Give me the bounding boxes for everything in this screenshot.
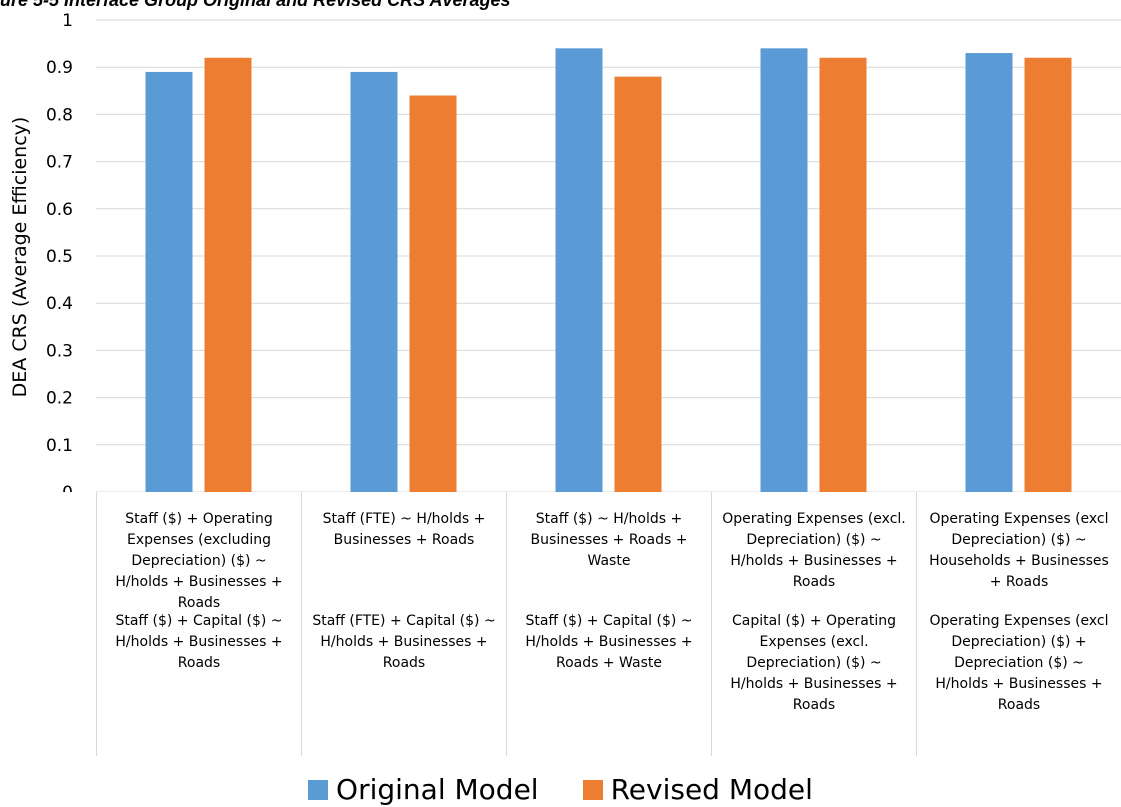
- category-label-line: H/holds + Businesses +: [525, 634, 693, 650]
- y-tick-label: 0.8: [46, 105, 73, 125]
- category-label-line: Staff ($) + Operating: [125, 511, 273, 527]
- bar-original-model: [145, 71, 193, 492]
- category-label-line: Waste: [587, 553, 631, 569]
- category-label-line: Depreciation ($) ~: [954, 655, 1084, 671]
- category-label-line: Roads: [177, 655, 221, 671]
- bars: [145, 48, 1072, 492]
- category-label-line: Depreciation) ($) ~: [951, 532, 1087, 548]
- y-tick-label: 0: [62, 483, 73, 492]
- category-label-line: Businesses + Roads: [333, 532, 475, 548]
- legend-item: Revised Model: [582, 773, 813, 807]
- category-label-model-2: Capital ($) + Operating Expenses (excl. De…: [712, 611, 916, 716]
- category-label-line: Businesses + Roads +: [530, 532, 688, 548]
- category-label-line: Operating Expenses (excl.: [722, 511, 906, 527]
- category-label-line: Roads: [997, 697, 1041, 713]
- x-axis-category-table: Staff ($) + Operating Expenses (excluding…: [96, 492, 1121, 756]
- legend-label: Original Model: [336, 773, 539, 806]
- category-label-line: Depreciation) ($) ~: [746, 655, 882, 671]
- category-label-line: Expenses (excluding: [126, 532, 272, 548]
- category-column: Staff ($) ~ H/holds + Businesses + Roads …: [506, 492, 711, 756]
- y-tick-label: 0.9: [46, 58, 73, 78]
- figure-title: ure 5-5 Interface Group Original and Rev…: [0, 0, 511, 10]
- bar-revised-model: [614, 76, 662, 492]
- category-label-line: Operating Expenses (excl: [929, 613, 1109, 629]
- category-label-line: Staff (FTE) + Capital ($) ~: [312, 613, 496, 629]
- category-label-model-2: Staff (FTE) + Capital ($) ~ H/holds + Bus…: [302, 611, 506, 674]
- y-tick-label: 0.2: [46, 389, 73, 409]
- category-column: Staff (FTE) ~ H/holds + Businesses + Road…: [301, 492, 506, 756]
- category-label-line: Roads: [177, 595, 221, 611]
- y-axis-ticks: 0 0.1 0.2 0.3 0.4 0.5 0.6 0.7 0.8 0.9 1: [46, 11, 73, 492]
- y-tick-label: 0.5: [46, 247, 73, 267]
- bar-revised-model: [819, 57, 867, 492]
- gridlines: [96, 19, 1121, 492]
- category-label-model-1: Staff (FTE) ~ H/holds + Businesses + Road…: [302, 509, 506, 551]
- category-label-line: Staff ($) + Capital ($) ~: [115, 613, 283, 629]
- category-label-line: + Roads: [989, 574, 1049, 590]
- category-label-line: H/holds + Businesses +: [730, 553, 898, 569]
- legend-swatch: [308, 780, 329, 800]
- category-label-line: H/holds + Businesses +: [115, 634, 283, 650]
- category-column: Staff ($) + Operating Expenses (excluding…: [96, 492, 301, 756]
- category-label-line: Operating Expenses (excl: [929, 511, 1109, 527]
- y-tick-label: 0.4: [46, 294, 73, 314]
- category-label-line: Roads: [792, 574, 836, 590]
- category-label-line: Depreciation) ($) +: [951, 634, 1087, 650]
- y-tick-label: 0.6: [46, 200, 73, 220]
- y-tick-label: 0.7: [46, 153, 73, 173]
- category-label-line: Depreciation) ($) ~: [131, 553, 267, 569]
- category-label-line: H/holds + Businesses +: [320, 634, 488, 650]
- bar-revised-model: [204, 57, 252, 492]
- category-label-model-1: Staff ($) ~ H/holds + Businesses + Roads …: [507, 509, 711, 572]
- bar-revised-model: [409, 95, 457, 492]
- legend-swatch: [582, 780, 603, 800]
- bar-original-model: [350, 71, 398, 492]
- bar-original-model: [555, 48, 603, 492]
- category-label-line: Depreciation) ($) ~: [746, 532, 882, 548]
- category-label-model-1: Operating Expenses (excl. Depreciation) (…: [712, 509, 916, 593]
- category-label-model-2: Staff ($) + Capital ($) ~ H/holds + Busin…: [97, 611, 301, 674]
- category-label-line: Staff ($) + Capital ($) ~: [525, 613, 693, 629]
- category-column: Operating Expenses (excl Depreciation) ($…: [916, 492, 1121, 756]
- legend-label: Revised Model: [610, 773, 813, 806]
- y-tick-label: 0.3: [46, 341, 73, 361]
- category-label-line: Staff ($) ~ H/holds +: [535, 511, 683, 527]
- category-label-line: Capital ($) + Operating: [732, 613, 896, 629]
- category-label-line: H/holds + Businesses +: [115, 574, 283, 590]
- category-label-model-1: Operating Expenses (excl Depreciation) ($…: [917, 509, 1121, 593]
- bar-original-model: [760, 48, 808, 492]
- category-label-line: Expenses (excl.: [759, 634, 869, 650]
- y-tick-label: 0.1: [46, 436, 73, 456]
- category-label-line: H/holds + Businesses +: [730, 676, 898, 692]
- category-label-line: Roads: [792, 697, 836, 713]
- bar-chart: 0 0.1 0.2 0.3 0.4 0.5 0.6 0.7 0.8 0.9 1 DEA CRS (A…: [9, 11, 1121, 492]
- category-label-line: Roads: [382, 655, 426, 671]
- category-label-line: H/holds + Businesses +: [935, 676, 1103, 692]
- category-label-model-2: Operating Expenses (excl Depreciation) ($…: [917, 611, 1121, 716]
- category-column: Operating Expenses (excl. Depreciation) (…: [711, 492, 916, 756]
- y-tick-label: 1: [62, 11, 73, 31]
- legend-item: Original Model: [308, 773, 539, 807]
- bar-original-model: [965, 53, 1013, 492]
- category-label-line: Households + Businesses: [929, 553, 1109, 569]
- category-label-model-2: Staff ($) + Capital ($) ~ H/holds + Busin…: [507, 611, 711, 674]
- category-label-line: Staff (FTE) ~ H/holds +: [322, 511, 486, 527]
- category-label-model-1: Staff ($) + Operating Expenses (excluding…: [97, 509, 301, 614]
- bar-revised-model: [1024, 57, 1072, 492]
- category-label-line: Roads + Waste: [556, 655, 662, 671]
- y-axis-title: DEA CRS (Average Efficiency): [9, 117, 31, 398]
- legend: Original Model Revised Model: [0, 773, 1121, 807]
